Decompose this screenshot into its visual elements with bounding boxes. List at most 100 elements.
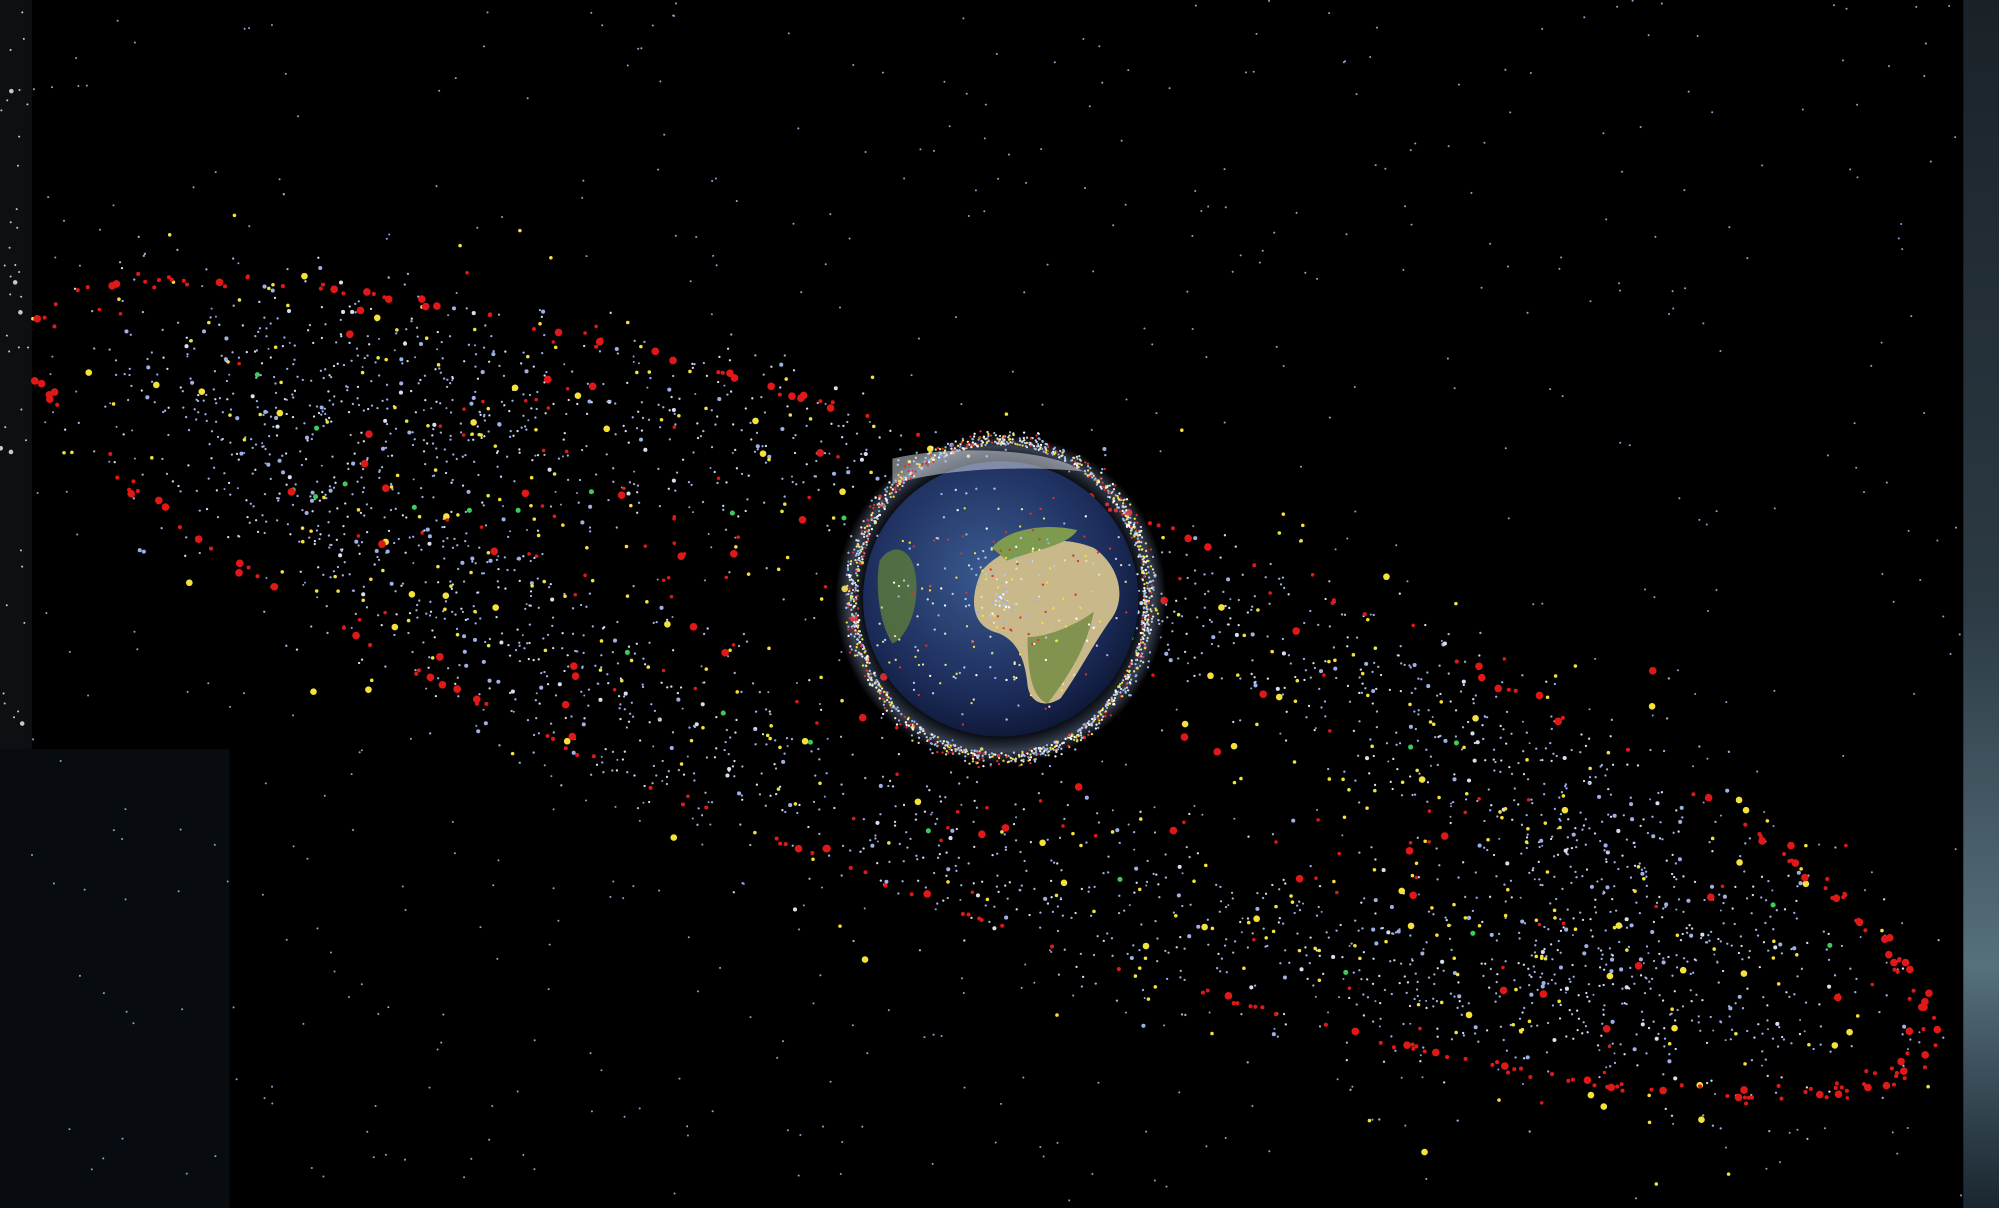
ring-dot [1145, 605, 1148, 609]
debris-dot [160, 527, 163, 530]
satellite-dot [603, 425, 611, 433]
satellite-dot [1353, 943, 1357, 948]
debris-dot [451, 610, 454, 614]
debris-dot [408, 612, 412, 615]
satellite-dot [1734, 1032, 1738, 1036]
debris-dot [1819, 1043, 1822, 1046]
satellite-dot [704, 406, 708, 411]
debris-dot [1767, 949, 1770, 952]
satellite-dot [1428, 720, 1433, 724]
debris-red [939, 838, 943, 843]
debris-red [540, 504, 545, 508]
debris-dot [1737, 951, 1741, 955]
debris-red [672, 541, 677, 546]
debris-dot [1223, 421, 1226, 424]
debris-dot [504, 350, 507, 353]
debris-dot [1959, 1194, 1963, 1197]
debris-dot [214, 171, 217, 174]
debris-dot [1647, 1026, 1651, 1030]
ring-dot [845, 573, 849, 576]
debris-dot [1427, 910, 1431, 913]
debris-dot [1554, 982, 1557, 985]
debris-dot [672, 14, 675, 17]
debris-dot [1145, 880, 1149, 884]
debris-dot [776, 1056, 779, 1059]
satellite-dot [1275, 693, 1283, 701]
debris-dot [346, 385, 349, 389]
debris-dot [140, 389, 143, 392]
debris-red [1156, 523, 1161, 528]
debris-dot [875, 476, 880, 481]
debris-dot [1686, 931, 1689, 934]
debris-dot [735, 718, 738, 722]
debris-dot [133, 41, 136, 44]
debris-dot [1741, 1007, 1745, 1010]
star [5, 334, 8, 337]
star [13, 716, 16, 719]
debris-dot [277, 458, 282, 463]
debris-dot [1768, 1130, 1771, 1133]
debris-dot [1413, 793, 1417, 796]
debris-dot [761, 733, 765, 736]
satellite-dot [870, 375, 875, 380]
debris-dot [1168, 87, 1171, 90]
ring-dot [925, 736, 928, 739]
debris-dot [861, 1125, 864, 1128]
debris-dot [1885, 481, 1888, 484]
debris-dot [328, 546, 331, 549]
debris-dot [1603, 968, 1606, 971]
debris-dot [226, 880, 229, 883]
debris-dot [718, 355, 721, 359]
debris-dot [902, 803, 906, 807]
debris-red [1000, 923, 1005, 928]
debris-dot [1409, 963, 1412, 966]
debris-dot [526, 528, 529, 531]
debris-dot [702, 429, 705, 433]
debris-dot [606, 400, 609, 403]
debris-dot [1715, 588, 1718, 592]
debris-dot [633, 339, 636, 343]
debris-dot [1057, 973, 1061, 976]
debris-dot [632, 355, 635, 358]
debris-dot [1482, 737, 1485, 741]
debris-red [1679, 1083, 1684, 1088]
debris-dot [415, 609, 418, 612]
debris-dot [516, 429, 519, 433]
debris-dot [165, 472, 169, 476]
debris-dot [764, 804, 767, 807]
debris-dot [1740, 944, 1743, 948]
debris-dot [769, 794, 772, 797]
debris-red [37, 379, 46, 388]
debris-dot [1560, 791, 1564, 794]
ring-dot [1059, 449, 1062, 453]
debris-dot [1677, 830, 1680, 833]
debris-dot [1239, 677, 1242, 680]
debris-dot [749, 1016, 752, 1019]
debris-dot [1643, 588, 1646, 591]
debris-dot [109, 402, 112, 405]
debris-dot [1549, 837, 1553, 841]
ring-dot [1146, 636, 1149, 640]
debris-dot [1251, 932, 1254, 935]
satellite-dot [1765, 819, 1770, 823]
ring-dot [1089, 467, 1092, 470]
debris-dot [1328, 416, 1331, 419]
debris-dot [1609, 735, 1612, 738]
star [16, 164, 19, 167]
debris-dot [1640, 871, 1645, 876]
debris-dot [1701, 999, 1704, 1002]
debris-dot [1196, 852, 1200, 855]
debris-dot [1584, 818, 1587, 821]
debris-dot [427, 666, 430, 669]
debris-dot [32, 88, 35, 91]
debris-dot [960, 403, 963, 406]
debris-red [599, 337, 604, 342]
debris-dot [385, 237, 388, 240]
debris-dot [1552, 855, 1556, 858]
debris-dot [758, 691, 761, 694]
ring-dot [1140, 623, 1143, 626]
ring-dot [1047, 750, 1051, 753]
debris-red [235, 559, 244, 568]
debris-dot [401, 362, 404, 365]
